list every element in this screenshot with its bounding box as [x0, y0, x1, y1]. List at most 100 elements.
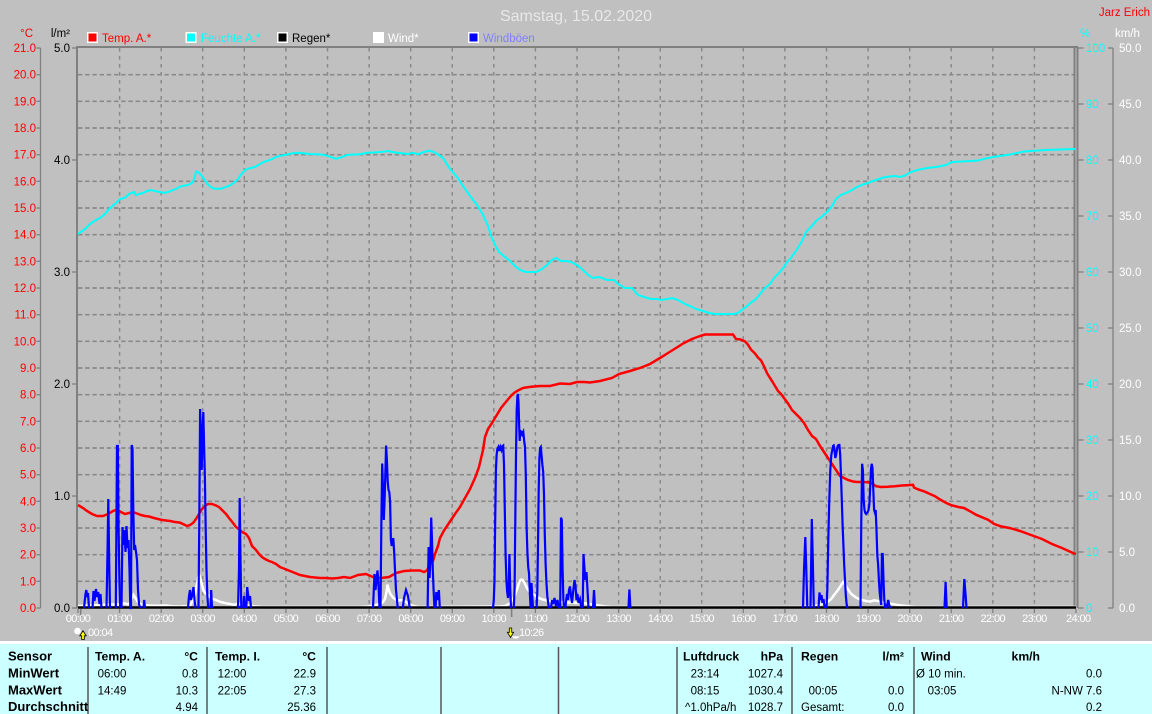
svg-text:Temp. I.: Temp. I. — [215, 650, 260, 664]
svg-text:07:00: 07:00 — [357, 613, 382, 625]
svg-text:35.0: 35.0 — [1119, 211, 1141, 223]
svg-text:Feuchte A.*: Feuchte A.* — [201, 33, 261, 45]
svg-text:Wind: Wind — [921, 650, 951, 664]
svg-text:10.0: 10.0 — [1119, 491, 1141, 503]
svg-text:km/h: km/h — [1012, 650, 1040, 664]
svg-text:9.0: 9.0 — [20, 363, 36, 375]
svg-text:90: 90 — [1086, 99, 1099, 111]
svg-text:13.0: 13.0 — [14, 256, 36, 268]
svg-text:°C: °C — [302, 650, 316, 664]
svg-text:20.0: 20.0 — [1119, 379, 1141, 391]
svg-text:21:00: 21:00 — [939, 613, 964, 625]
svg-text:11.0: 11.0 — [14, 310, 36, 322]
svg-text:13:00: 13:00 — [606, 613, 631, 625]
svg-text:1030.4: 1030.4 — [748, 686, 784, 698]
svg-text:10.0: 10.0 — [14, 336, 36, 348]
svg-text:27.3: 27.3 — [294, 686, 316, 698]
svg-text:19:00: 19:00 — [856, 613, 881, 625]
svg-text:12:00: 12:00 — [218, 669, 247, 681]
svg-text:80: 80 — [1086, 155, 1099, 167]
svg-text:70: 70 — [1086, 211, 1099, 223]
svg-text:06:00: 06:00 — [315, 613, 340, 625]
svg-text:0.0: 0.0 — [1086, 669, 1102, 681]
svg-text:^1.0hPa/h: ^1.0hPa/h — [685, 702, 736, 714]
svg-text:Windböen: Windböen — [483, 33, 535, 45]
svg-text:0.8: 0.8 — [182, 669, 198, 681]
svg-text:18.0: 18.0 — [14, 123, 36, 135]
svg-text:19.0: 19.0 — [14, 96, 36, 108]
svg-text:22:00: 22:00 — [981, 613, 1006, 625]
svg-text:°C: °C — [184, 650, 198, 664]
svg-text:0.0: 0.0 — [888, 702, 904, 714]
svg-text:3.0: 3.0 — [20, 523, 36, 535]
svg-text:Samstag, 15.02.2020: Samstag, 15.02.2020 — [500, 8, 652, 25]
svg-text:5.0: 5.0 — [54, 43, 70, 55]
svg-text:2.0: 2.0 — [20, 550, 36, 562]
svg-text:10:26: 10:26 — [519, 627, 544, 639]
svg-text:22:05: 22:05 — [218, 686, 247, 698]
svg-text:25.36: 25.36 — [287, 702, 316, 714]
svg-text:18:00: 18:00 — [814, 613, 839, 625]
svg-text:40.0: 40.0 — [1119, 155, 1141, 167]
svg-text:8.0: 8.0 — [20, 390, 36, 402]
svg-text:06:00: 06:00 — [98, 669, 127, 681]
svg-text:10:00: 10:00 — [482, 613, 507, 625]
svg-text:09:00: 09:00 — [440, 613, 465, 625]
svg-text:04:00: 04:00 — [232, 613, 257, 625]
svg-text:30.0: 30.0 — [1119, 267, 1141, 279]
svg-text:Luftdruck: Luftdruck — [683, 650, 739, 664]
svg-text:10: 10 — [1086, 547, 1099, 559]
svg-text:00:00: 00:00 — [66, 613, 91, 625]
svg-text:Sensor: Sensor — [8, 649, 52, 664]
svg-text:15.0: 15.0 — [14, 203, 36, 215]
svg-text:21.0: 21.0 — [14, 43, 36, 55]
svg-text:60: 60 — [1086, 267, 1099, 279]
svg-text:2.0: 2.0 — [54, 379, 70, 391]
svg-text:6.0: 6.0 — [20, 443, 36, 455]
svg-text:Regen: Regen — [801, 650, 838, 664]
svg-text:1.0: 1.0 — [54, 491, 70, 503]
svg-text:100: 100 — [1086, 43, 1105, 55]
svg-text:14:49: 14:49 — [98, 686, 127, 698]
svg-text:03:05: 03:05 — [928, 686, 957, 698]
svg-text:MaxWert: MaxWert — [8, 683, 63, 698]
svg-text:Regen*: Regen* — [292, 33, 331, 45]
svg-text:1.0: 1.0 — [20, 576, 36, 588]
svg-text:Temp. A.*: Temp. A.* — [102, 33, 152, 45]
svg-text:01:00: 01:00 — [107, 613, 132, 625]
svg-text:45.0: 45.0 — [1119, 99, 1141, 111]
svg-text:23:00: 23:00 — [1022, 613, 1047, 625]
svg-text:4.0: 4.0 — [20, 496, 36, 508]
svg-text:4.0: 4.0 — [54, 155, 70, 167]
svg-text:1028.7: 1028.7 — [748, 702, 783, 714]
svg-text:08:15: 08:15 — [691, 686, 720, 698]
svg-text:Ø 10 min.: Ø 10 min. — [916, 669, 966, 681]
svg-text:Jarz Erich: Jarz Erich — [1099, 7, 1150, 19]
svg-text:14:00: 14:00 — [648, 613, 673, 625]
svg-text:0.2: 0.2 — [1086, 702, 1102, 714]
svg-text:12:00: 12:00 — [565, 613, 590, 625]
svg-text:20: 20 — [1086, 491, 1099, 503]
svg-text:0.0: 0.0 — [888, 686, 904, 698]
svg-text:0.0: 0.0 — [1119, 603, 1135, 615]
svg-text:MinWert: MinWert — [8, 666, 60, 681]
svg-text:50.0: 50.0 — [1119, 43, 1141, 55]
svg-text:l/m²: l/m² — [882, 650, 904, 664]
svg-text:l/m²: l/m² — [51, 28, 70, 40]
svg-text:00:05: 00:05 — [809, 686, 838, 698]
svg-text:17.0: 17.0 — [14, 150, 36, 162]
svg-text:15.0: 15.0 — [1119, 435, 1141, 447]
svg-text:Temp. A.: Temp. A. — [95, 650, 145, 664]
svg-text:5.0: 5.0 — [20, 470, 36, 482]
svg-text:08:00: 08:00 — [398, 613, 423, 625]
svg-text:24:00: 24:00 — [1066, 613, 1091, 625]
svg-text:0.0: 0.0 — [20, 603, 36, 615]
svg-text:7.0: 7.0 — [20, 416, 36, 428]
svg-text:15:00: 15:00 — [689, 613, 714, 625]
svg-text:40: 40 — [1086, 379, 1099, 391]
svg-text:Gesamt:: Gesamt: — [801, 702, 844, 714]
svg-text:02:00: 02:00 — [149, 613, 174, 625]
svg-text:5.0: 5.0 — [1119, 547, 1135, 559]
svg-text:00:04: 00:04 — [88, 627, 113, 639]
svg-text:12.0: 12.0 — [14, 283, 36, 295]
